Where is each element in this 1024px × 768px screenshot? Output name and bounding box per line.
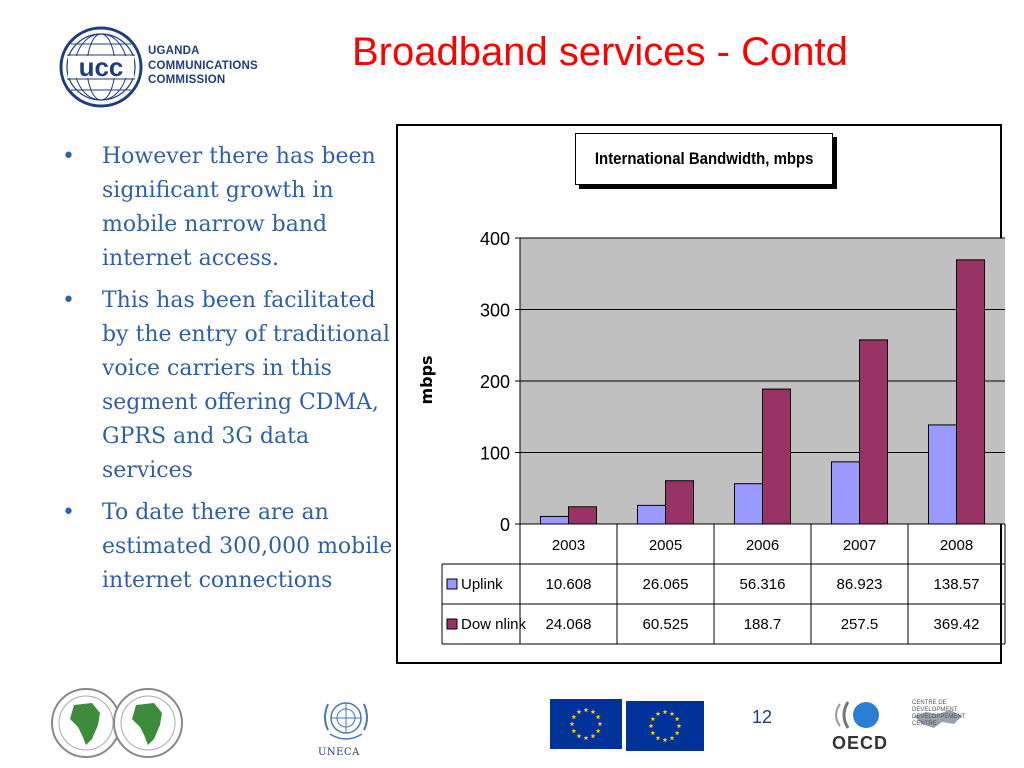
eu-star-icon [650, 716, 656, 722]
eu-star-icon [595, 714, 601, 720]
logo-line: COMMUNICATIONS [148, 59, 258, 72]
un-emblem-icon [324, 702, 368, 740]
eu-star-icon [662, 737, 668, 743]
chart-title-box: International Bandwidth, mbps [575, 133, 833, 185]
eu-star-icon [669, 711, 675, 716]
oecd-logo-icon [835, 701, 962, 729]
oecd-centre-text: CENTRE DE DEVELOPMENT DEVELOPPEMENT CENT… [912, 700, 982, 728]
bullet-dot-icon: • [62, 144, 75, 169]
page-number: 12 [752, 707, 773, 727]
bullet-item: • This has been facilitated by the entry … [60, 284, 395, 488]
logo-line: UGANDA [148, 45, 200, 57]
ucc-globe-icon: ucc [59, 26, 143, 108]
ucc-logo: ucc [58, 26, 258, 108]
chart-title: International Bandwidth, mbps [594, 149, 814, 168]
logo-abbr: ucc [79, 52, 124, 82]
eu-star-icon [590, 733, 596, 739]
uneca-label: UNECA [318, 747, 360, 758]
eu-star-icon [662, 709, 668, 715]
eu-star-icon [650, 730, 656, 736]
slide-title: Broadband services - Contd [352, 30, 848, 74]
bullet-text: This has been facilitated by the entry o… [102, 288, 390, 483]
eu-star-icon [571, 714, 577, 720]
world-map-icon [914, 710, 962, 728]
bullet-text: However there has been significant growt… [102, 144, 376, 271]
eu-star-icon [674, 716, 680, 722]
chart-frame [396, 124, 1002, 664]
bullet-item: • To date there are an estimated 300,000 … [60, 496, 395, 598]
eu-star-icon [676, 723, 682, 729]
eu-star-icon [583, 707, 589, 713]
eu-star-icon [655, 711, 661, 716]
eu-star-icon [576, 709, 582, 714]
eu-star-icon [674, 730, 680, 736]
eu-star-icon [669, 735, 675, 741]
bullet-list: • However there has been significant grow… [60, 140, 395, 606]
eu-star-icon [569, 721, 575, 727]
eu-star-icon [571, 728, 577, 734]
eu-star-icon [590, 709, 596, 714]
eu-star-icon [655, 735, 661, 741]
eu-star-icon [648, 723, 654, 729]
eu-star-icon [595, 728, 601, 734]
eu-star-icon [597, 721, 603, 727]
oecd-centre-line: CENTRE DE DEVELOPMENT [912, 700, 958, 713]
eu-flag-icon [550, 699, 704, 751]
eu-star-icon [576, 733, 582, 739]
logo-line: COMMISSION [148, 74, 226, 86]
oecd-label: OECD [832, 733, 889, 753]
bullet-dot-icon: • [62, 500, 75, 525]
bullet-dot-icon: • [62, 288, 75, 313]
bullet-text: To date there are an estimated 300,000 m… [102, 500, 393, 593]
logo-wordmark: UGANDA COMMUNICATIONS COMMISSION [148, 44, 258, 88]
eu-star-icon [583, 735, 589, 741]
afdb-map-icon [51, 688, 183, 758]
oecd-centre-line: DEVELOPPEMENT CENTRE [912, 714, 966, 727]
bullet-item: • However there has been significant grow… [60, 140, 395, 276]
